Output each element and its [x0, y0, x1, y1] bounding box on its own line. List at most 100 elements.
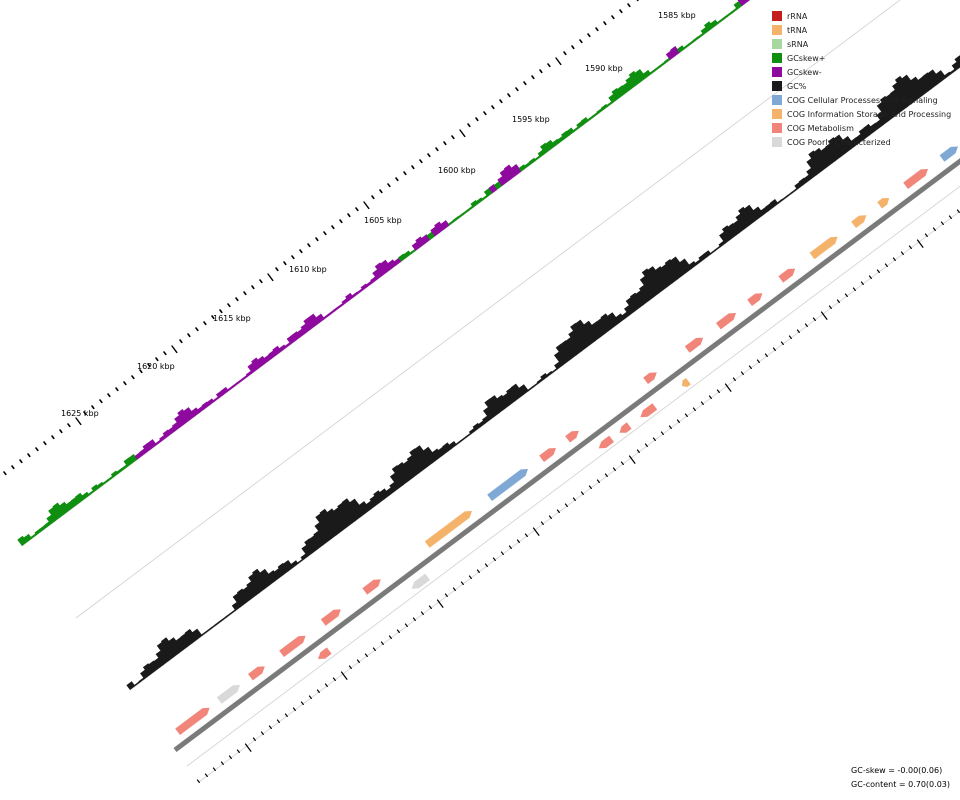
gc-skew-bar — [654, 65, 661, 71]
outer-minor-tick — [892, 257, 897, 262]
gc-percent-bar — [506, 387, 520, 402]
gc-skew-bar — [351, 291, 359, 298]
gc-percent-bar — [389, 472, 405, 489]
gc-skew-bar — [434, 221, 445, 233]
minor-tick — [563, 51, 567, 56]
outer-major-tick — [244, 743, 252, 752]
cog-feature-arrow — [216, 685, 240, 704]
cog-feature-arrow — [248, 666, 265, 681]
legend: rRNA tRNA sRNA GCskew+ GCskew- GC% COG C… — [772, 9, 951, 149]
minor-tick — [387, 183, 391, 188]
gc-percent-bar — [922, 72, 937, 89]
gc-skew-bar — [737, 0, 748, 6]
gc-percent-bar — [489, 395, 505, 413]
cog-feature-arrow — [565, 430, 579, 443]
gc-percent-bar — [148, 660, 160, 672]
cog-cellular-swatch-icon — [772, 95, 782, 105]
outer-minor-tick — [548, 515, 553, 520]
gc-percent-bar — [248, 573, 265, 593]
gc-percent-bar — [718, 240, 726, 248]
outer-minor-tick — [220, 761, 225, 766]
legend-item-cog-metabolism: COG Metabolism — [772, 121, 951, 135]
gc-skew-bar — [70, 496, 81, 507]
gc-skew-bar — [155, 439, 162, 446]
cog-feature-arrow — [424, 511, 472, 548]
gc-percent-bar — [553, 351, 568, 366]
outer-major-tick — [340, 671, 348, 680]
gc-percent-bar — [314, 522, 333, 543]
outer-minor-tick — [884, 263, 889, 268]
minor-tick — [259, 279, 263, 284]
gc-skew-bar — [212, 396, 220, 402]
gc-percent-bar — [660, 263, 678, 284]
minor-tick — [355, 207, 359, 212]
major-tick — [363, 201, 370, 210]
minor-tick — [155, 357, 159, 362]
gc-percent-bar — [496, 394, 510, 410]
legend-item-srna: sRNA — [772, 37, 951, 51]
legend-label: COG Poorly Characterized — [787, 137, 891, 147]
gc-skew-bar — [539, 142, 551, 154]
gc-percent-bar — [806, 157, 822, 176]
minor-tick — [507, 93, 511, 98]
gc-percent-bar — [403, 460, 419, 478]
gc-skew-bar — [534, 155, 541, 161]
gc-percent-bar — [910, 76, 928, 96]
gc-skew-bar — [475, 197, 484, 204]
srna-swatch-icon — [772, 39, 782, 49]
outer-minor-tick — [956, 209, 960, 214]
gc-skew-bar — [665, 50, 676, 60]
gc-percent-bar — [180, 633, 193, 647]
gc-percent-bar — [551, 368, 558, 374]
gc-percent-bar — [373, 490, 385, 503]
gc-percent-bar — [156, 641, 174, 662]
outer-minor-tick — [580, 491, 585, 496]
gc-skew-bar — [286, 334, 297, 345]
minor-tick — [587, 33, 591, 38]
gc-skew-bar — [360, 283, 369, 291]
outer-minor-tick — [708, 395, 713, 400]
gc-skew-bar — [257, 355, 268, 366]
gc-skew-bar — [663, 57, 671, 64]
minor-tick — [467, 123, 471, 128]
gc-percent-bar — [721, 225, 736, 240]
gc-skew-bar — [616, 85, 628, 96]
gc-skew-bar — [102, 479, 109, 485]
gc-percent-bar — [889, 89, 909, 111]
minor-tick — [139, 369, 143, 374]
gc-percent-bar — [833, 134, 851, 154]
gc-percent-bar — [326, 508, 347, 532]
minor-tick — [515, 87, 519, 92]
gc-percent-bar — [575, 319, 597, 345]
minor-tick — [59, 429, 63, 434]
cog-feature-arrow — [809, 236, 838, 260]
gc-skew-bar — [88, 490, 95, 496]
gc-percent-bar — [168, 637, 184, 654]
genome-backbone — [173, 158, 960, 752]
outer-minor-tick — [668, 425, 673, 430]
gc-percent-bar — [290, 560, 299, 568]
gc-skew-bar — [251, 357, 263, 370]
cog-information-swatch-icon — [772, 109, 782, 119]
gc-percent-bar — [251, 568, 270, 590]
gc-skew-bar — [34, 528, 42, 536]
outer-minor-tick — [780, 341, 785, 346]
gc-skew-bar — [481, 194, 489, 201]
minor-tick — [307, 243, 311, 248]
gc-percent-bar — [365, 500, 376, 510]
gc-skew-bar — [703, 21, 714, 32]
minor-tick — [179, 339, 183, 344]
gc-percent-bar — [133, 681, 141, 687]
gc-skew-bar — [220, 386, 229, 395]
gc-skew-bar — [337, 302, 345, 309]
outer-major-tick — [724, 383, 732, 392]
outer-minor-tick — [572, 497, 577, 502]
minor-tick — [147, 363, 151, 368]
minor-tick — [395, 177, 399, 182]
minor-tick — [275, 267, 279, 272]
outer-minor-tick — [444, 593, 449, 598]
gc-percent-bar — [225, 612, 232, 618]
minor-tick — [531, 75, 535, 80]
gc-percent-bar — [732, 219, 745, 233]
gc-skew-bar — [147, 439, 157, 449]
